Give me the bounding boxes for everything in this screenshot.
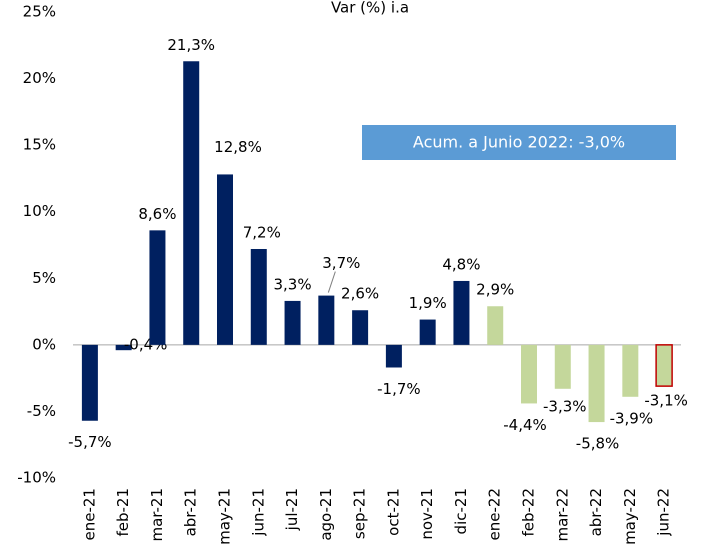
bar	[81, 344, 98, 421]
x-tick-label: feb-21	[114, 488, 132, 537]
bar	[487, 306, 504, 345]
value-label: 1,9%	[409, 294, 447, 312]
x-tick-label: ene-22	[486, 488, 504, 540]
value-label: 21,3%	[167, 36, 215, 54]
leader-line	[327, 271, 336, 293]
bar	[554, 344, 571, 389]
y-tick-label: 5%	[32, 269, 56, 287]
x-tick-label: may-22	[621, 488, 639, 545]
bar	[149, 230, 166, 345]
bar	[588, 344, 605, 423]
bar	[217, 174, 233, 345]
x-tick-label: may-21	[216, 488, 234, 545]
x-tick-label: mar-22	[553, 488, 571, 542]
value-label: -3,3%	[543, 397, 587, 415]
bar	[521, 344, 537, 404]
value-label: 12,8%	[214, 138, 262, 156]
x-tick-label: dic-21	[452, 488, 470, 534]
value-label: -1,7%	[377, 380, 421, 398]
bar	[655, 344, 673, 387]
y-tick-label: 0%	[32, 335, 56, 353]
x-tick-label: sep-21	[351, 488, 369, 539]
chart-title: Var (%) i.a	[331, 0, 409, 17]
bar	[318, 295, 335, 345]
y-tick-label: 20%	[23, 69, 56, 87]
x-tick-label: oct-21	[384, 488, 402, 536]
value-label: 8,6%	[138, 205, 176, 223]
bar	[352, 310, 369, 345]
y-tick-label: -10%	[17, 469, 56, 487]
x-tick-label: ene-21	[80, 488, 98, 540]
annotation-box	[362, 125, 676, 160]
y-tick-label: -5%	[27, 402, 56, 420]
value-label: 3,3%	[274, 275, 312, 293]
value-label: 2,9%	[476, 281, 514, 299]
value-label: 2,6%	[341, 285, 379, 303]
y-tick-label: 15%	[23, 136, 56, 154]
value-label: -3,1%	[644, 392, 688, 410]
x-tick-label: abr-22	[587, 488, 605, 536]
bar	[453, 280, 470, 345]
bar	[115, 344, 132, 351]
value-label: 4,8%	[442, 255, 480, 273]
value-label: -5,7%	[68, 433, 112, 451]
x-tick-label: feb-22	[520, 488, 538, 537]
x-tick-label: jun-21	[249, 488, 267, 537]
bar	[250, 248, 267, 345]
bar	[183, 61, 200, 345]
x-tick-label: mar-21	[148, 488, 166, 542]
x-tick-label: abr-21	[182, 488, 200, 536]
y-tick-label: 10%	[23, 202, 56, 220]
x-tick-label: jun-22	[655, 488, 673, 537]
x-tick-label: ago-21	[317, 488, 335, 541]
value-label: -3,9%	[610, 409, 654, 427]
x-tick-label: jul-21	[283, 488, 301, 531]
value-label: -4,4%	[503, 416, 547, 434]
annotation: Acum. a Junio 2022: -3,0%	[413, 133, 625, 152]
value-label: -5,8%	[576, 435, 620, 453]
bar	[385, 344, 402, 368]
bar	[419, 319, 436, 345]
bar	[622, 344, 639, 397]
x-tick-label: nov-21	[418, 488, 436, 540]
bar	[284, 300, 301, 345]
value-label: 7,2%	[243, 223, 281, 241]
y-tick-label: 25%	[23, 3, 56, 21]
value-label: 3,7%	[322, 254, 360, 272]
